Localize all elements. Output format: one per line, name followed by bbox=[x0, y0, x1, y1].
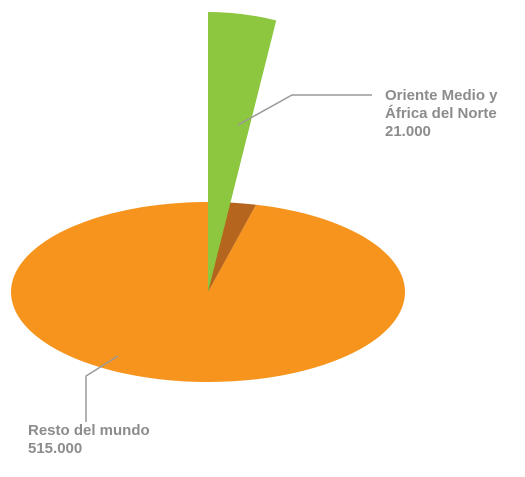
leader-line bbox=[85, 355, 119, 422]
category-label: Oriente Medio y África del Norte bbox=[385, 87, 498, 122]
slice-label: Resto del mundo 515.000 bbox=[28, 422, 228, 458]
slice-label: Oriente Medio y África del Norte 21.000 bbox=[385, 87, 525, 141]
leader-line bbox=[237, 94, 372, 126]
value-label: 515.000 bbox=[28, 440, 83, 457]
category-label: Resto del mundo bbox=[28, 422, 150, 439]
value-label: 21.000 bbox=[385, 123, 431, 140]
pie-slice bbox=[11, 202, 406, 383]
pie-slice bbox=[208, 12, 277, 292]
